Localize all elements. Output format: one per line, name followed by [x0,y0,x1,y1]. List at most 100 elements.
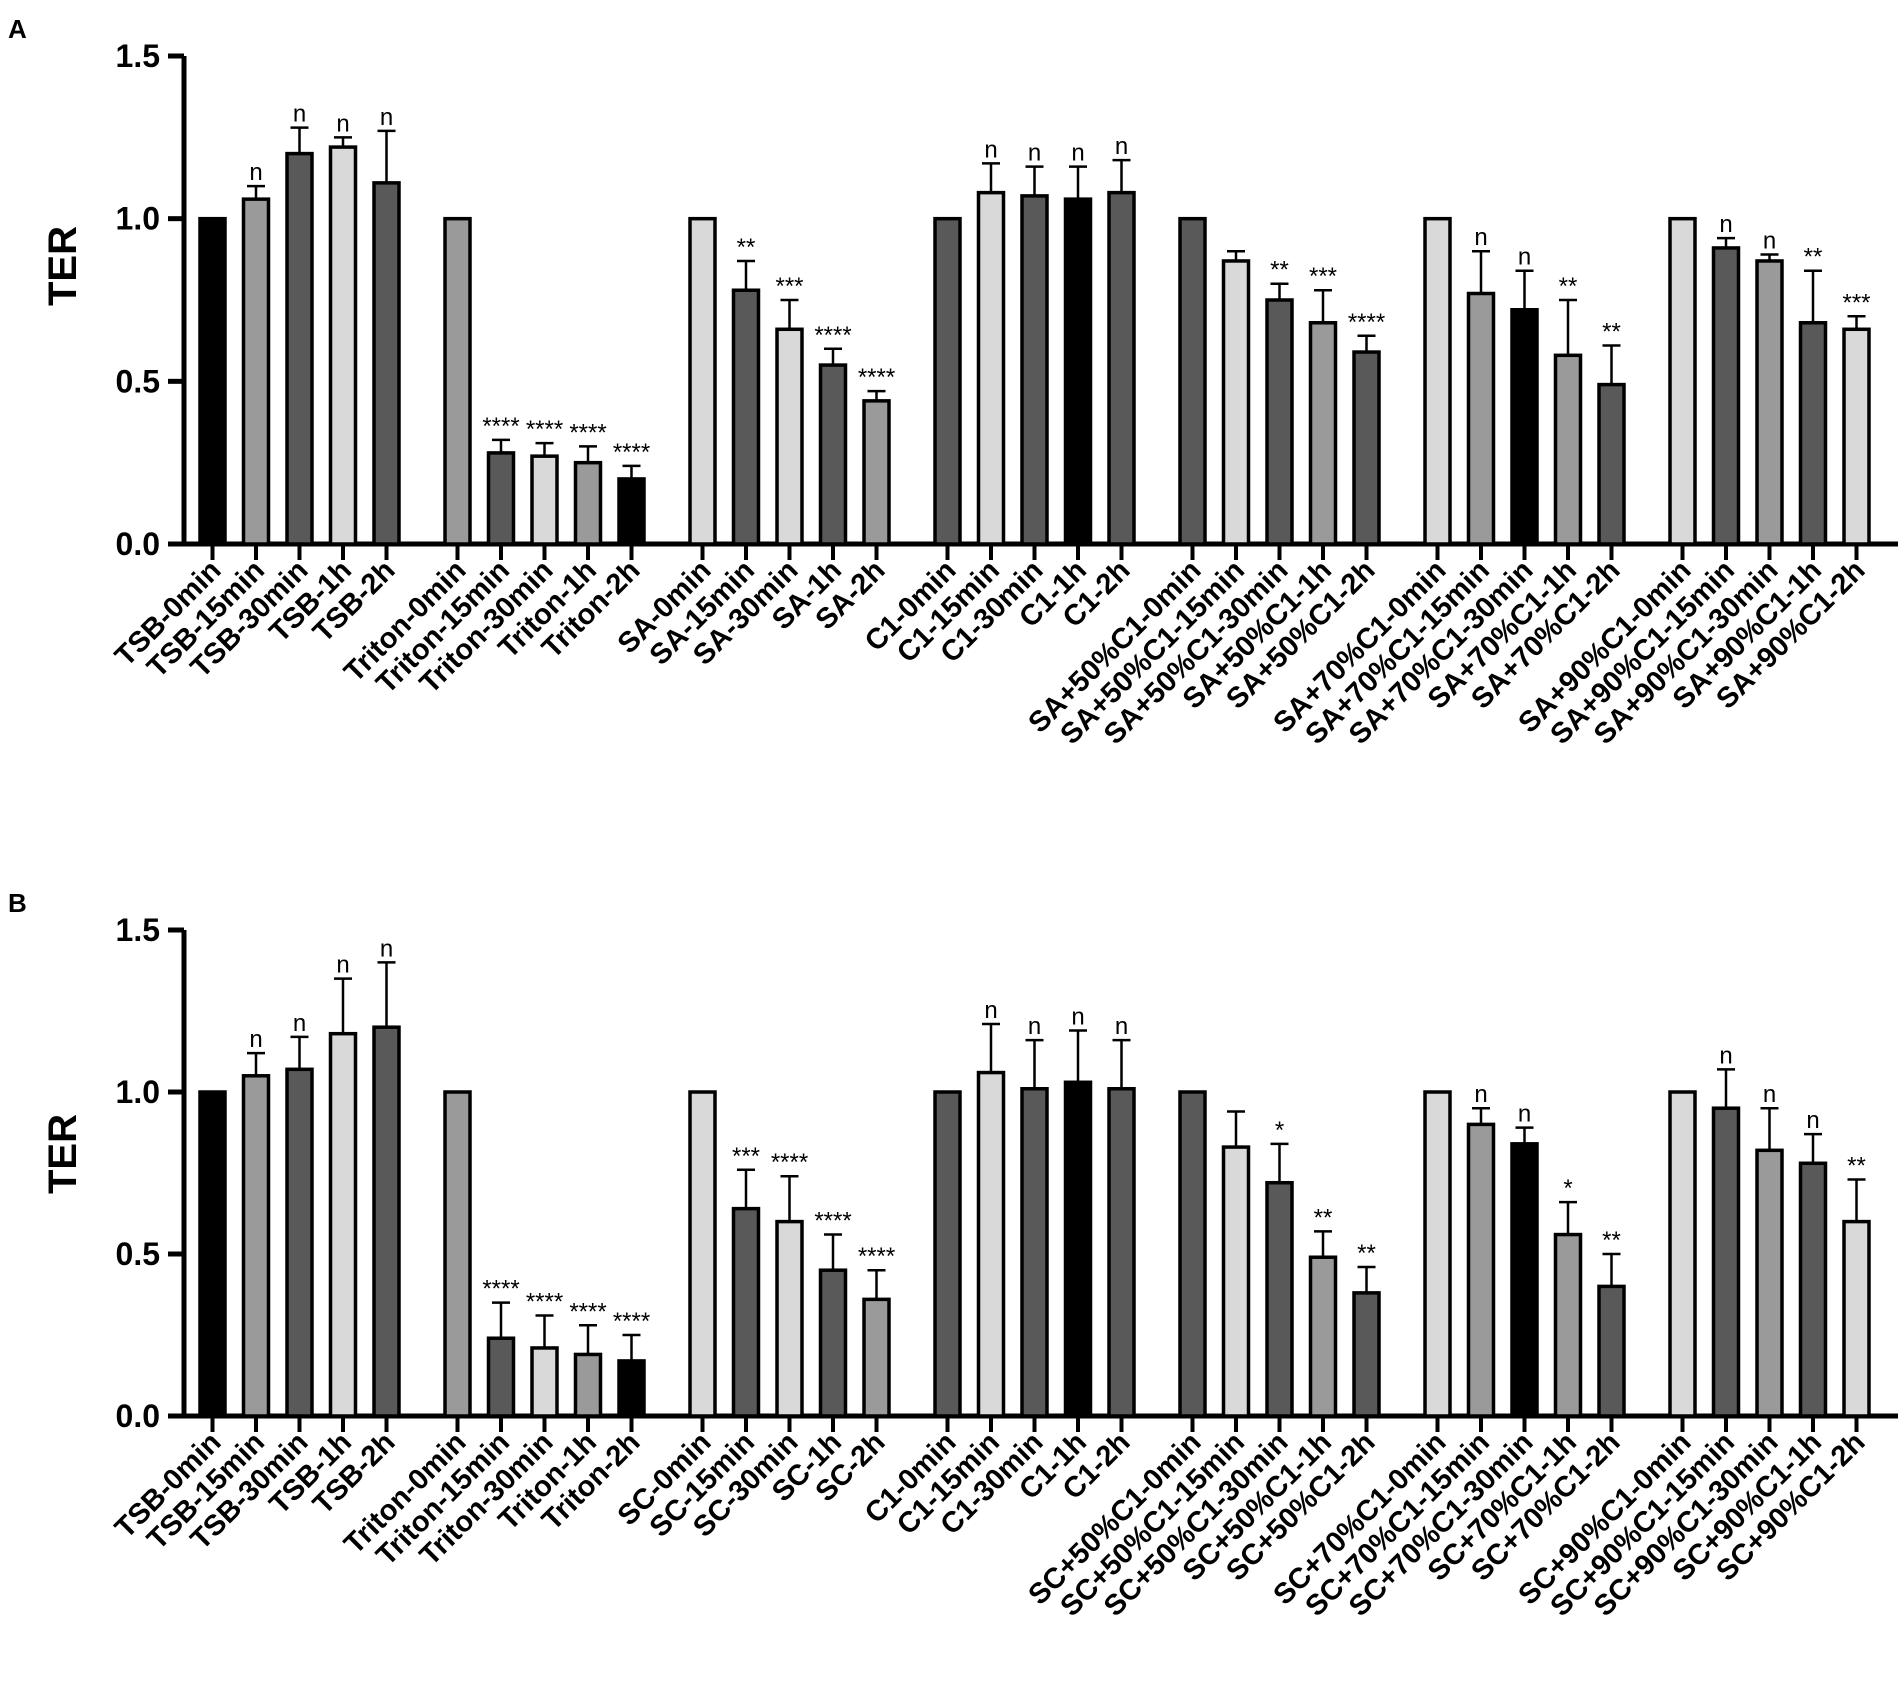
bar [530,1346,559,1418]
bar [1178,1090,1207,1418]
bar [372,1025,401,1418]
significance-label: n [1518,244,1531,271]
bar [1265,298,1294,546]
bar [1510,308,1539,546]
panel-a-y-axis-title: TER [41,226,85,306]
significance-label: **** [569,419,606,446]
significance-label: **** [814,322,851,349]
significance-label: **** [526,416,563,443]
bar [1668,1090,1697,1418]
bar [1842,1219,1871,1418]
significance-label: ** [1602,1227,1621,1254]
bar [1597,1284,1626,1418]
bar [1423,1090,1452,1418]
bar [530,454,559,546]
bar [1308,321,1338,546]
bar [617,1359,646,1418]
bar [285,1067,314,1418]
significance-label: n [380,104,393,131]
bar [1221,1145,1251,1418]
significance-label: **** [482,413,519,440]
bar [775,1219,804,1418]
bar [1265,1180,1294,1418]
panel-a-chart: A TER 0.00.51.01.5TSB-0minnTSB-15minnTSB… [8,14,1898,751]
bar [1063,197,1093,546]
significance-label: n [1719,1042,1732,1069]
bar [486,1336,516,1418]
significance-label: n [380,935,393,962]
y-tick-label: 0.0 [116,1398,160,1434]
panel-b-label: B [8,888,27,918]
significance-label: n [1028,140,1041,167]
bar [862,1297,891,1418]
significance-label: n [1518,1101,1531,1128]
significance-label: n [249,1026,262,1053]
significance-label: *** [1309,263,1337,290]
significance-label: n [1115,1013,1128,1040]
significance-label: n [984,997,997,1024]
panel-b-y-axis-title: TER [41,1114,85,1194]
significance-label: n [249,159,262,186]
bar [1597,382,1626,546]
significance-label: ** [1602,319,1621,346]
significance-label: n [1028,1013,1041,1040]
significance-label: ** [1559,273,1578,300]
bar [241,197,271,546]
bar [1755,1148,1784,1418]
significance-label: n [984,136,997,163]
y-tick-label: 0.0 [116,526,160,562]
significance-label: **** [526,1289,563,1316]
bar [198,1090,227,1418]
y-tick-label: 1.5 [116,912,160,948]
bar [862,399,891,546]
y-tick-label: 1.5 [116,38,160,74]
bar [731,1206,761,1418]
significance-label: * [1563,1175,1572,1202]
significance-label: **** [858,1243,895,1270]
y-tick-label: 0.5 [116,363,160,399]
bar [1711,246,1741,546]
significance-label: n [1763,227,1776,254]
bar [1798,321,1828,546]
y-tick-label: 1.0 [116,201,160,237]
significance-label: n [1115,133,1128,160]
significance-label: n [1071,1003,1084,1030]
bar [1553,353,1583,546]
significance-label: ** [1270,257,1289,284]
bar [372,181,401,546]
bar [1423,216,1452,546]
bar [1510,1142,1539,1418]
bar [328,1031,358,1418]
significance-label: n [1474,224,1487,251]
significance-label: **** [858,364,895,391]
significance-label: **** [613,1308,650,1335]
bar [443,216,472,546]
significance-label: *** [732,1143,760,1170]
significance-label: n [293,1010,306,1037]
bar [976,190,1006,546]
bar [1553,1232,1583,1418]
y-tick-label: 1.0 [116,1074,160,1110]
bar [1107,190,1136,546]
bar [688,1090,717,1418]
bar [933,1090,962,1418]
bar [1063,1080,1093,1418]
bar [976,1070,1006,1418]
panel-a-label: A [8,14,27,44]
significance-label: n [1474,1081,1487,1108]
bar [1107,1087,1136,1418]
bar [1668,216,1697,546]
bar [1221,259,1251,546]
bar [1352,350,1381,546]
bar [1466,291,1496,546]
bar [933,216,962,546]
bar [443,1090,472,1418]
bar [1466,1122,1496,1418]
significance-label: **** [613,439,650,466]
significance-label: n [336,952,349,979]
significance-label: ** [1847,1152,1866,1179]
significance-label: n [336,110,349,137]
significance-label: * [1275,1117,1284,1144]
bar [818,1268,848,1418]
significance-label: n [1719,211,1732,238]
